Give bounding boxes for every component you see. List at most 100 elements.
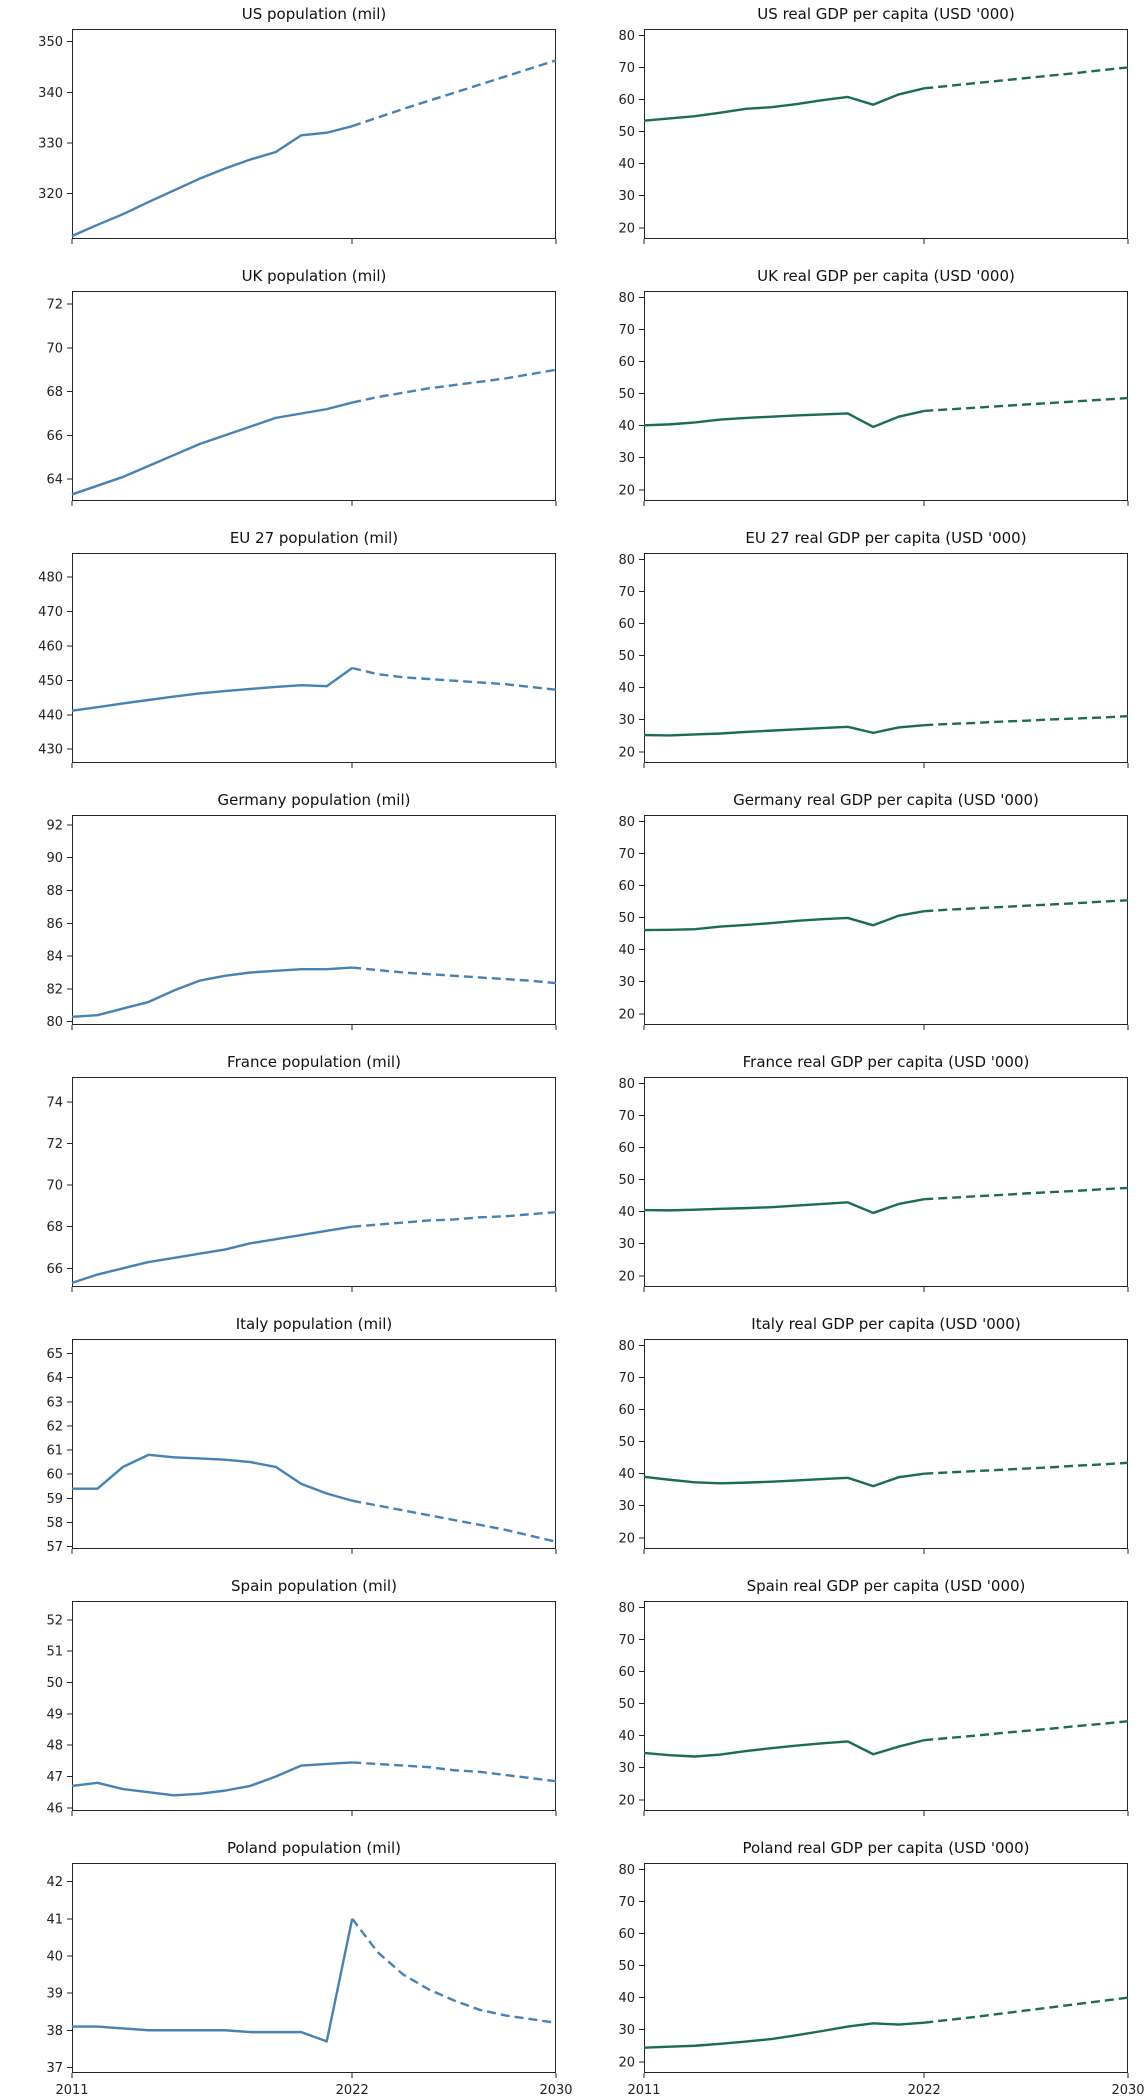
chart-title: Germany population (mil)	[218, 791, 411, 809]
history-line	[71, 1225, 353, 1284]
forecast-line	[924, 1461, 1129, 1475]
history-line	[71, 667, 353, 712]
spain-real-gdp-per-capita-usd-000-plot: Spain real GDP per capita (USD '000) 20 30…	[618, 1577, 1129, 1816]
y-tick-label: 72	[46, 298, 63, 313]
axes-frame	[644, 29, 1128, 239]
y-tick-label: 30	[618, 189, 635, 204]
y-tick-label: 70	[618, 847, 635, 862]
history-line	[643, 1738, 925, 1758]
y-tick-label: 50	[618, 1173, 635, 1188]
y-tick-label: 30	[618, 1761, 635, 1776]
y-tick-label: 30	[618, 713, 635, 728]
y-tick-label: 50	[618, 1959, 635, 1974]
y-tick-label: 70	[618, 1895, 635, 1910]
forecast-line	[352, 966, 557, 985]
y-tick-label: 30	[618, 1237, 635, 1252]
forecast-line	[924, 899, 1129, 913]
history-line	[643, 409, 925, 429]
y-tick-label: 42	[46, 1875, 63, 1890]
y-tick-label: 52	[46, 1613, 63, 1628]
y-tick-label: 68	[46, 1220, 63, 1235]
y-tick-label: 40	[618, 1729, 635, 1744]
y-tick-label: 30	[618, 975, 635, 990]
forecast-line	[352, 1761, 557, 1783]
y-tick-label: 20	[618, 745, 635, 760]
chart-figure: Italy population (mil) 57 58 59 60 61 62 63 64 65	[0, 1311, 572, 1573]
y-tick-label: 470	[38, 605, 63, 620]
chart-title: Poland population (mil)	[227, 1839, 401, 1857]
y-tick-label: 72	[46, 1137, 63, 1152]
y-tick-label: 68	[46, 385, 63, 400]
chart-title: EU 27 population (mil)	[230, 529, 398, 547]
y-tick-label: 40	[618, 1467, 635, 1482]
y-tick-label: 60	[618, 879, 635, 894]
chart-figure: EU 27 real GDP per capita (USD '000) 20 30…	[572, 525, 1144, 787]
y-tick-label: 70	[46, 1179, 63, 1194]
y-tick-label: 50	[618, 911, 635, 926]
y-tick-label: 40	[618, 681, 635, 696]
y-tick-label: 66	[46, 429, 63, 444]
eu-27-population-mil-plot: EU 27 population (mil) 430 440 450 460 470 480	[38, 529, 557, 768]
axes-frame	[644, 1863, 1128, 2073]
y-tick-label: 84	[46, 950, 63, 965]
axes-frame	[644, 291, 1128, 501]
y-tick-label: 30	[618, 1499, 635, 1514]
y-tick-label: 90	[46, 851, 63, 866]
chart-title: France population (mil)	[227, 1053, 401, 1071]
y-tick-label: 80	[46, 1015, 63, 1030]
y-tick-label: 57	[46, 1540, 63, 1555]
history-line	[643, 1197, 925, 1215]
forecast-line	[924, 396, 1129, 413]
x-tick-label: 2030	[1111, 2083, 1144, 2097]
x-tick-label: 2030	[539, 2083, 572, 2097]
france-population-mil-plot: France population (mil) 66 68 70 72 74	[46, 1053, 557, 1292]
y-tick-label: 80	[618, 1077, 635, 1092]
chart-title: Spain real GDP per capita (USD '000)	[747, 1577, 1026, 1595]
history-line	[71, 401, 353, 496]
y-tick-label: 440	[38, 708, 63, 723]
y-tick-label: 50	[46, 1676, 63, 1691]
y-tick-label: 40	[618, 419, 635, 434]
x-tick-label: 2022	[908, 2083, 941, 2097]
axes-frame	[72, 553, 556, 763]
history-line	[643, 87, 925, 122]
axes-frame	[72, 1601, 556, 1811]
chart-figure: France real GDP per capita (USD '000) 20 3…	[572, 1049, 1144, 1311]
y-tick-label: 50	[618, 1697, 635, 1712]
y-tick-label: 48	[46, 1739, 63, 1754]
chart-figure: Spain real GDP per capita (USD '000) 20 30…	[572, 1573, 1144, 1835]
y-tick-label: 60	[46, 1468, 63, 1483]
y-tick-label: 20	[618, 483, 635, 498]
y-tick-label: 80	[618, 29, 635, 44]
axes-frame	[72, 1863, 556, 2073]
history-line	[72, 1918, 354, 2043]
y-tick-label: 20	[618, 1269, 635, 1284]
y-tick-label: 50	[618, 387, 635, 402]
y-tick-label: 70	[618, 1371, 635, 1386]
history-line	[72, 1453, 353, 1502]
y-tick-label: 70	[46, 341, 63, 356]
x-tick-label: 2011	[627, 2083, 660, 2097]
y-tick-label: 20	[618, 1793, 635, 1808]
y-tick-label: 60	[618, 1927, 635, 1942]
y-tick-label: 320	[38, 187, 63, 202]
history-line	[71, 966, 353, 1018]
chart-figure: UK population (mil) 64 66 68 70 72	[0, 263, 572, 525]
y-tick-label: 60	[618, 1665, 635, 1680]
y-tick-label: 20	[618, 1531, 635, 1546]
forecast-line	[352, 1210, 557, 1228]
y-tick-label: 51	[46, 1645, 63, 1660]
y-tick-label: 59	[46, 1492, 63, 1507]
y-tick-label: 60	[618, 93, 635, 108]
us-population-mil-plot: US population (mil) 320 330 340 350	[38, 5, 557, 244]
germany-population-mil-plot: Germany population (mil) 80 82 84 86 88 90 92	[46, 791, 557, 1030]
y-tick-label: 430	[38, 743, 63, 758]
y-tick-label: 41	[46, 1912, 63, 1927]
y-tick-label: 40	[46, 1949, 63, 1964]
chart-figure: Spain population (mil) 46 47 48 49 50 51 52	[0, 1573, 572, 1835]
y-tick-label: 60	[618, 617, 635, 632]
forecast-line	[351, 1918, 557, 2025]
y-tick-label: 80	[618, 1601, 635, 1616]
history-line	[71, 1761, 353, 1797]
